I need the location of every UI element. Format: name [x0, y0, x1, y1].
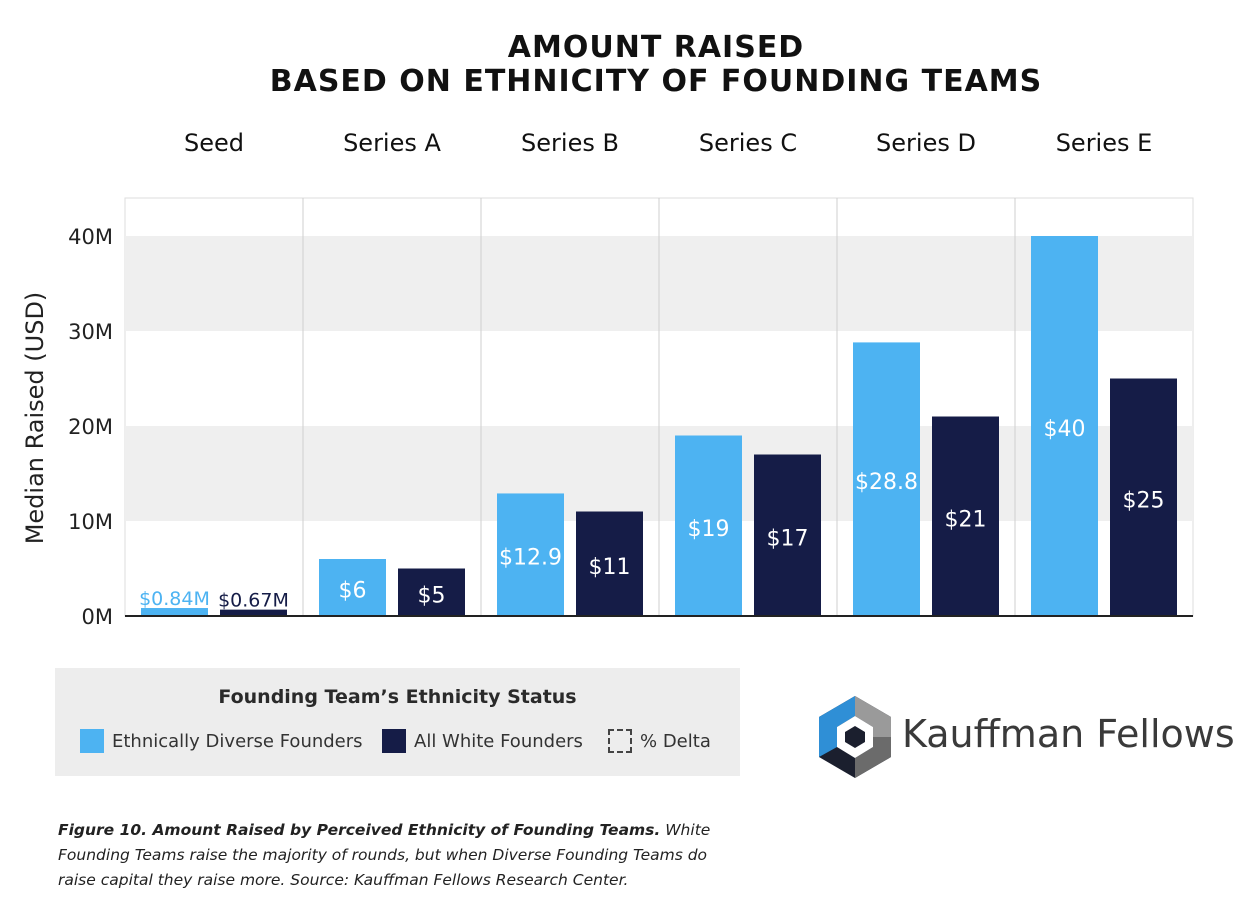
caption-bold: Figure 10. Amount Raised by Perceived Et…	[58, 821, 661, 839]
bar	[319, 559, 386, 616]
bar	[754, 454, 821, 616]
bar-data-label: $19	[688, 517, 730, 542]
y-tick-label: 40M	[68, 225, 113, 249]
bar-data-label: $11	[589, 555, 631, 580]
legend-swatch-diverse	[80, 729, 104, 753]
chart-title-line-2: BASED ON ETHNICITY OF FOUNDING TEAMS	[269, 64, 1043, 99]
bar	[932, 416, 999, 616]
y-tick-label: 30M	[68, 320, 113, 344]
kauffman-fellows-logo: Kauffman Fellows	[812, 694, 1235, 780]
bar	[398, 568, 465, 616]
legend-swatch-white	[382, 729, 406, 753]
y-axis-label: Median Raised (USD)	[21, 292, 49, 545]
y-tick-label: 20M	[68, 415, 113, 439]
category-label: Series E	[1056, 129, 1153, 157]
category-label: Series B	[521, 129, 619, 157]
legend-swatch-delta	[608, 729, 632, 753]
logo-mark-icon	[819, 696, 891, 778]
bar-data-label: $40	[1044, 417, 1086, 442]
bar-data-label: $17	[767, 526, 809, 551]
y-tick-label: 0M	[82, 605, 113, 629]
y-tick-label: 10M	[68, 510, 113, 534]
bar-data-label: $0.67M	[218, 590, 289, 612]
bar-data-label: $21	[945, 507, 987, 532]
category-label: Series D	[876, 129, 976, 157]
bar	[1031, 236, 1098, 616]
legend-item-white: All White Founders	[382, 728, 583, 754]
category-label: Series A	[343, 129, 441, 157]
bar	[853, 342, 920, 616]
legend-title: Founding Team’s Ethnicity Status	[218, 686, 577, 708]
logo-text: Kauffman Fellows	[902, 712, 1235, 756]
bar-data-label: $5	[418, 583, 446, 608]
legend-item-diverse: Ethnically Diverse Founders	[80, 728, 363, 754]
bar	[141, 608, 208, 616]
legend: Founding Team’s Ethnicity Status Ethnica…	[55, 668, 740, 776]
legend-label-white: All White Founders	[414, 730, 583, 752]
bar-data-label: $12.9	[499, 546, 562, 571]
bar-data-label: $0.84M	[139, 588, 210, 610]
legend-item-delta: % Delta	[608, 728, 711, 754]
chart-title-line-1: AMOUNT RAISED	[507, 30, 805, 65]
category-label: Seed	[184, 129, 244, 157]
bar	[497, 493, 564, 616]
legend-label-delta: % Delta	[640, 730, 711, 752]
bar-data-label: $28.8	[855, 470, 918, 495]
caption-rest: White Founding Teams raise the majority …	[58, 821, 711, 889]
category-label: Series C	[699, 129, 797, 157]
bar	[576, 511, 643, 616]
legend-label-diverse: Ethnically Diverse Founders	[112, 730, 363, 752]
bar-chart: 0M 10M 20M 30M 40M Median Raised (USD) Seed Ser…	[21, 129, 1194, 629]
bar-data-label: $6	[339, 579, 367, 604]
bar	[1110, 378, 1177, 616]
figure-caption: Figure 10. Amount Raised by Perceived Et…	[58, 818, 738, 893]
bar	[675, 435, 742, 616]
bar-data-label: $25	[1123, 488, 1165, 513]
bar	[220, 609, 287, 616]
